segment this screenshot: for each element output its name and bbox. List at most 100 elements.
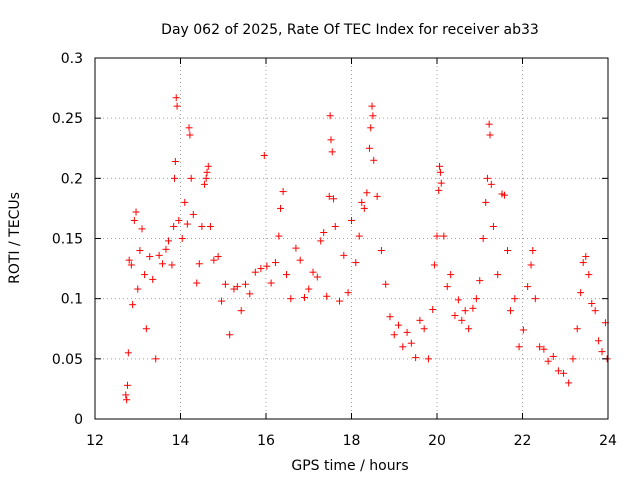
- data-point: [325, 192, 333, 200]
- data-point: [183, 220, 191, 228]
- data-point: [519, 326, 527, 334]
- data-point: [465, 325, 473, 333]
- data-point: [263, 262, 271, 270]
- data-point: [326, 112, 334, 120]
- x-tick-label: 14: [172, 433, 190, 449]
- data-point: [367, 124, 375, 132]
- data-point: [124, 349, 132, 357]
- data-point: [317, 237, 325, 245]
- data-point: [560, 369, 568, 377]
- data-point: [524, 283, 532, 291]
- x-tick-label: 12: [86, 433, 104, 449]
- data-point: [585, 271, 593, 279]
- data-point: [429, 305, 437, 313]
- data-point: [171, 174, 179, 182]
- data-point: [283, 271, 291, 279]
- data-point: [416, 316, 424, 324]
- data-point: [198, 222, 206, 230]
- data-point: [358, 198, 366, 206]
- data-point: [370, 156, 378, 164]
- data-point: [204, 162, 212, 170]
- data-point: [386, 313, 394, 321]
- y-tick-label: 0.2: [61, 171, 83, 187]
- data-point: [178, 235, 186, 242]
- data-point: [305, 285, 313, 293]
- y-axis-title: ROTI / TECUs: [7, 192, 23, 284]
- data-point: [355, 232, 363, 240]
- data-point: [363, 189, 371, 197]
- chart-title: Day 062 of 2025, Rate Of TEC Index for r…: [161, 22, 539, 38]
- data-point: [138, 225, 146, 233]
- y-tick-label: 0.1: [61, 292, 83, 308]
- data-point: [331, 222, 339, 230]
- data-point: [412, 354, 420, 362]
- data-point: [313, 273, 321, 281]
- data-point: [447, 271, 455, 279]
- data-point: [527, 261, 535, 269]
- y-tick-label: 0: [74, 412, 83, 428]
- data-point: [193, 279, 201, 287]
- data-point: [486, 131, 494, 139]
- data-point: [218, 297, 226, 305]
- data-point: [501, 191, 509, 199]
- data-point: [181, 198, 189, 206]
- data-point: [165, 237, 173, 245]
- data-point: [257, 265, 265, 273]
- data-point: [186, 131, 194, 139]
- data-point: [146, 253, 154, 261]
- data-point: [300, 293, 308, 301]
- data-point: [536, 343, 544, 351]
- data-point: [237, 307, 245, 315]
- y-tick-label: 0.15: [52, 232, 83, 248]
- data-point: [327, 136, 335, 144]
- data-point: [373, 192, 381, 200]
- data-point: [309, 268, 317, 276]
- y-axis: 0 0.05 0.1 0.15 0.2 0.25 0.3: [52, 51, 608, 428]
- data-point: [127, 261, 135, 269]
- data-point: [437, 179, 445, 187]
- data-point: [573, 325, 581, 333]
- data-point: [195, 260, 203, 268]
- data-point: [246, 290, 254, 298]
- data-point: [328, 148, 336, 156]
- data-point: [348, 216, 355, 224]
- data-point: [202, 174, 210, 182]
- data-point: [275, 232, 283, 240]
- x-tick-label: 22: [514, 433, 532, 449]
- data-point: [582, 253, 590, 261]
- grid-layer: [95, 58, 608, 419]
- data-point: [554, 367, 562, 375]
- data-point: [443, 283, 451, 291]
- data-point: [579, 259, 587, 267]
- data-point: [549, 352, 557, 360]
- data-point: [226, 331, 234, 339]
- data-point: [479, 235, 487, 242]
- data-point: [504, 247, 512, 255]
- data-point: [149, 275, 157, 283]
- data-point: [420, 325, 428, 333]
- data-point: [292, 244, 300, 252]
- data-point: [203, 168, 211, 176]
- data-point: [483, 174, 491, 182]
- data-point: [277, 204, 285, 212]
- data-point: [260, 151, 268, 159]
- data-points: [122, 94, 611, 404]
- data-point: [569, 355, 577, 363]
- data-point: [440, 232, 448, 240]
- data-point: [159, 260, 167, 268]
- data-point: [511, 295, 519, 303]
- data-point: [136, 247, 144, 255]
- data-point: [296, 256, 304, 264]
- data-point: [123, 381, 131, 389]
- data-point: [125, 256, 133, 264]
- data-point: [507, 307, 515, 315]
- data-point: [494, 271, 502, 279]
- data-point: [461, 307, 469, 315]
- data-point: [577, 289, 585, 297]
- data-point: [233, 283, 241, 291]
- data-point: [134, 285, 142, 293]
- data-point: [189, 210, 197, 218]
- data-point: [279, 188, 287, 196]
